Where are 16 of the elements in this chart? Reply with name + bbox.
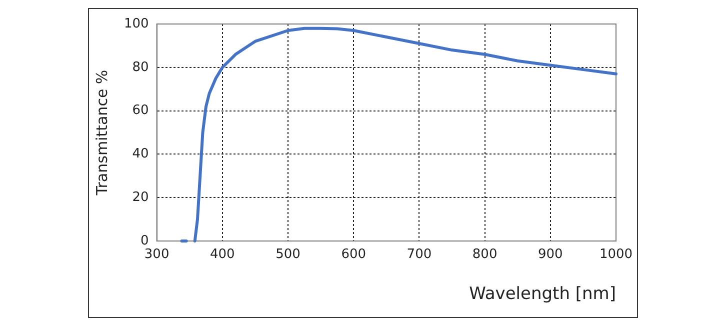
y-tick-label: 40 — [132, 146, 149, 162]
x-tick-label: 800 — [472, 247, 498, 262]
x-axis-title: Wavelength [nm] — [469, 284, 616, 304]
y-tick-label: 100 — [124, 16, 149, 32]
x-tick-label: 900 — [538, 247, 563, 262]
x-tick-label: 400 — [210, 247, 235, 262]
y-tick-label: 60 — [132, 103, 149, 118]
y-tick-label: 0 — [140, 233, 149, 248]
x-tick-label: 300 — [144, 247, 170, 262]
x-tick-label: 1000 — [599, 247, 633, 262]
x-tick-label: 700 — [406, 247, 432, 262]
y-tick-label: 80 — [132, 60, 149, 75]
x-tick-label: 600 — [341, 247, 366, 262]
y-tick-label: 20 — [132, 190, 149, 205]
x-tick-label: 500 — [276, 247, 300, 262]
y-axis-title: Transmittance % — [92, 70, 111, 196]
